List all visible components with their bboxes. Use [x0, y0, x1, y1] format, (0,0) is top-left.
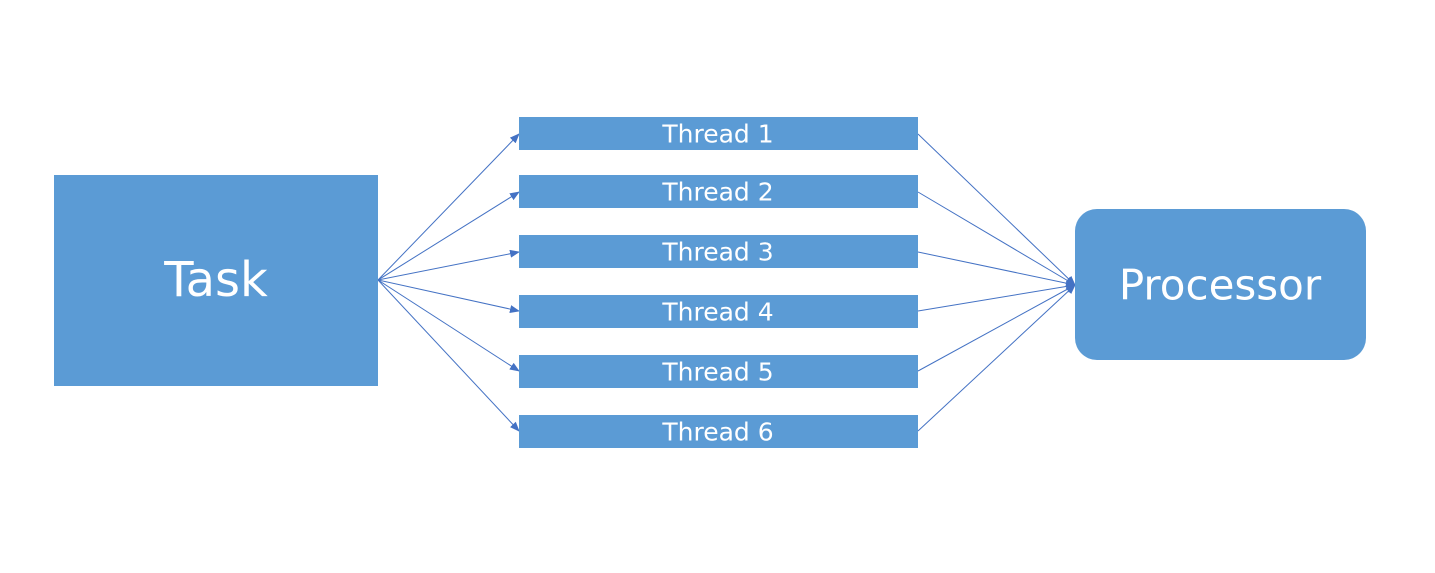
processor-node: Processor — [1075, 209, 1366, 360]
thread-label: Thread 5 — [661, 358, 773, 387]
thread-node-6: Thread 6 — [519, 415, 918, 448]
arrow-thread-2-to-processor — [917, 191, 1076, 286]
connectors — [377, 133, 1076, 432]
thread-label: Thread 2 — [661, 178, 773, 207]
thread-node-2: Thread 2 — [519, 175, 918, 208]
thread-node-1: Thread 1 — [519, 117, 918, 150]
thread-label: Thread 6 — [661, 418, 773, 447]
arrow-task-to-thread-5 — [377, 279, 520, 372]
thread-label: Thread 4 — [661, 298, 773, 327]
task-node: Task — [54, 175, 378, 386]
arrow-thread-4-to-processor — [917, 282, 1076, 312]
arrow-task-to-thread-3 — [377, 249, 520, 281]
arrow-thread-5-to-processor — [917, 284, 1076, 372]
thread-label: Thread 3 — [661, 238, 773, 267]
thread-box — [519, 235, 918, 268]
thread-box — [519, 117, 918, 150]
task-box — [54, 175, 378, 386]
arrow-thread-6-to-processor — [917, 284, 1076, 432]
arrow-thread-1-to-processor — [917, 133, 1076, 286]
thread-box — [519, 355, 918, 388]
processor-label: Processor — [1119, 261, 1322, 310]
arrow-task-to-thread-1 — [377, 133, 520, 281]
arrow-task-to-thread-4 — [377, 279, 520, 313]
thread-box — [519, 175, 918, 208]
thread-node-3: Thread 3 — [519, 235, 918, 268]
processor-box — [1075, 209, 1366, 360]
arrow-task-to-thread-6 — [377, 279, 520, 432]
arrow-thread-3-to-processor — [917, 251, 1076, 288]
thread-label: Thread 1 — [661, 120, 773, 149]
thread-box — [519, 415, 918, 448]
thread-box — [519, 295, 918, 328]
task-label: Task — [163, 252, 268, 308]
arrow-task-to-thread-2 — [377, 191, 520, 281]
thread-node-5: Thread 5 — [519, 355, 918, 388]
thread-node-4: Thread 4 — [519, 295, 918, 328]
